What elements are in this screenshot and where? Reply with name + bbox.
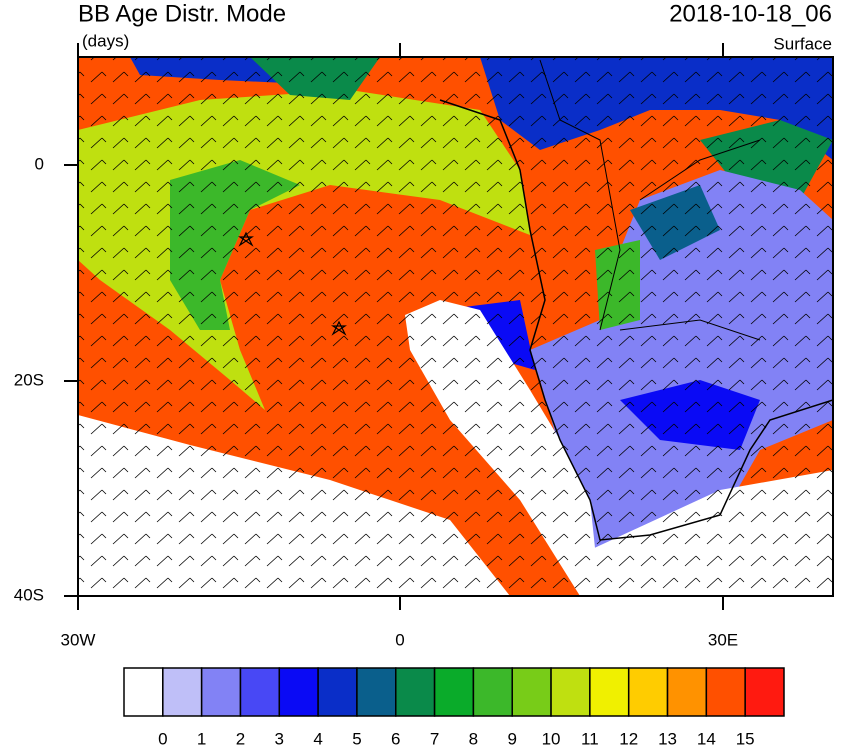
colorbar-box (162, 667, 203, 717)
lon-label: 30W (61, 630, 96, 649)
colorbar-label: 4 (313, 729, 322, 748)
colorbar-label: 6 (391, 729, 400, 748)
colorbar-label: 11 (581, 729, 599, 748)
colorbar-box (123, 667, 164, 717)
colorbar-label: 10 (542, 729, 561, 748)
colorbar-box (627, 667, 669, 717)
colorbar-label: 1 (197, 729, 206, 748)
lat-label: 40S (14, 585, 44, 604)
lat-label: 20S (14, 370, 44, 389)
colorbar-box (511, 667, 552, 717)
colorbar-box (472, 667, 513, 717)
colorbar-box (744, 667, 785, 717)
colorbar-label: 0 (158, 729, 167, 748)
colorbar-label: 9 (508, 729, 517, 748)
colorbar-label: 3 (275, 729, 284, 748)
colorbar-box (278, 667, 319, 717)
colorbar-box (239, 667, 281, 717)
colorbar-box (395, 667, 436, 717)
date: 2018-10-18_06 (669, 0, 832, 27)
units: (days) (82, 31, 129, 50)
colorbar-box (589, 667, 630, 717)
colorbar-label: 8 (469, 729, 478, 748)
colorbar: 0 1 2 3 4 5 6 7 8 9 10 11 12 13 14 15 (123, 667, 785, 748)
colorbar-box (550, 667, 591, 717)
colorbar-box (317, 667, 358, 717)
colorbar-label: 5 (352, 729, 361, 748)
lon-label: 0 (395, 630, 404, 649)
colorbar-box (356, 667, 397, 717)
colorbar-label: 7 (430, 729, 439, 748)
map-frame (77, 56, 834, 597)
level: Surface (773, 34, 832, 53)
colorbar-box (433, 667, 475, 717)
lat-label: 0 (35, 154, 44, 173)
colorbar-label: 2 (236, 729, 245, 748)
title: BB Age Distr. Mode (78, 0, 286, 27)
map-axes: 0 20S 40S 30W 0 30E (14, 43, 738, 649)
colorbar-box (666, 667, 708, 717)
colorbar-label: 12 (619, 729, 638, 748)
map-field (78, 57, 833, 596)
colorbar-box (200, 667, 242, 717)
lon-label: 30E (708, 630, 738, 649)
colorbar-box (705, 667, 746, 717)
colorbar-label: 13 (658, 729, 677, 748)
colorbar-label: 15 (736, 729, 755, 748)
colorbar-label: 14 (697, 729, 716, 748)
